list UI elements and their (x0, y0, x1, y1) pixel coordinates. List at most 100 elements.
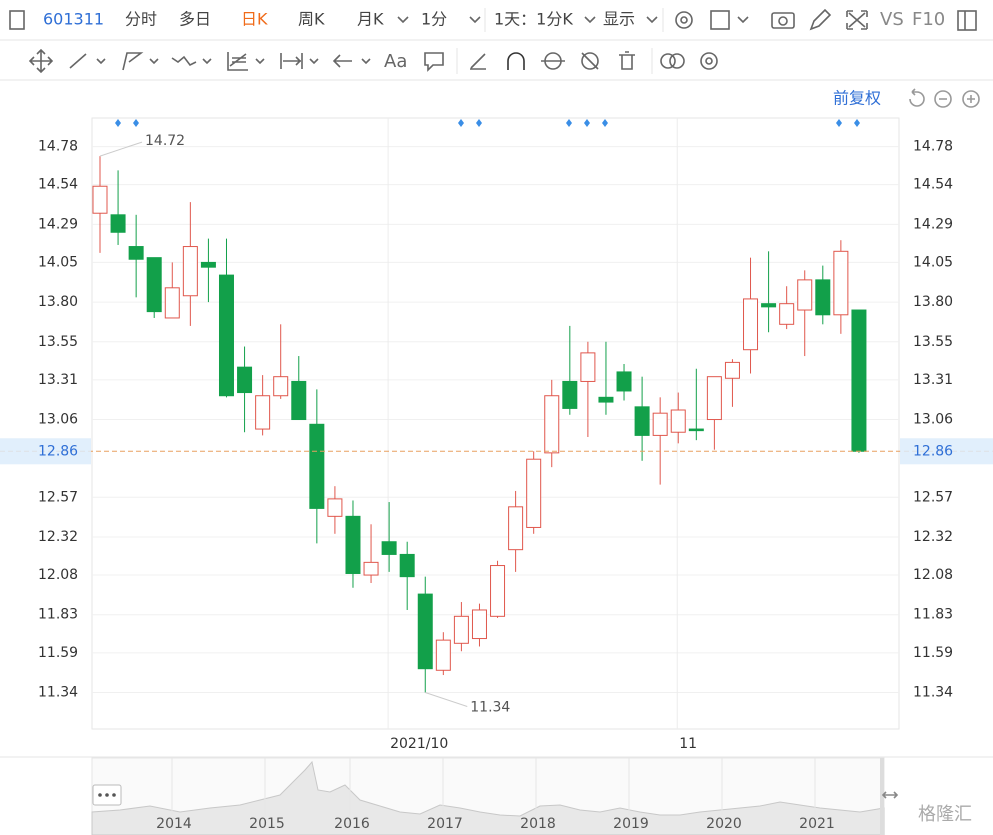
move-tool[interactable] (28, 48, 54, 74)
tab[interactable]: 多日 (179, 10, 211, 29)
candle-body (706, 376, 722, 421)
candle (544, 379, 560, 468)
candle-body (471, 609, 487, 640)
stock-code[interactable]: 601311 (43, 10, 104, 29)
candle (706, 376, 722, 450)
display-select[interactable]: 显示 (603, 10, 635, 29)
dropdown-caret[interactable] (149, 58, 159, 65)
panel-icon[interactable] (957, 10, 977, 31)
candle (164, 262, 180, 319)
candle-body (399, 553, 415, 578)
settings-icon[interactable] (700, 52, 718, 70)
delete-tool[interactable] (619, 51, 635, 70)
low-pointer (425, 692, 468, 707)
navigator-handle[interactable] (880, 758, 884, 835)
candle-body (743, 298, 759, 351)
candle-body (218, 274, 234, 397)
magnet-tool[interactable] (507, 52, 525, 70)
dropdown-caret[interactable] (202, 58, 212, 65)
zoom-out[interactable] (934, 90, 952, 108)
zoom-in-plus (967, 95, 975, 103)
overlay-icon-2 (669, 53, 685, 69)
candle (598, 341, 614, 415)
candle (110, 170, 126, 245)
candle-body (490, 565, 506, 617)
candle-body (526, 458, 542, 528)
dropdown-caret[interactable] (361, 58, 371, 65)
navigator-year: 2021 (799, 816, 835, 832)
candle-body (453, 615, 469, 644)
candle-body (237, 366, 253, 394)
tab[interactable]: 分时 (125, 10, 157, 29)
dropdown-caret[interactable] (469, 16, 481, 24)
candle-body (381, 541, 397, 555)
tab[interactable]: 周K (298, 10, 325, 29)
candle-body (92, 185, 108, 214)
candle-body (616, 371, 632, 392)
y-tick-label-right: 14.54 (913, 177, 953, 193)
settings-icon[interactable] (675, 11, 693, 29)
candle (670, 392, 686, 444)
text-tool[interactable]: Aa (384, 51, 407, 72)
y-tick-label: 13.31 (38, 372, 78, 388)
last-price-bg (0, 438, 91, 465)
f10-button[interactable]: F10 (912, 9, 945, 30)
pen-icon[interactable] (809, 8, 832, 31)
candle (255, 375, 271, 436)
navigator-year: 2016 (334, 816, 370, 832)
candle (363, 524, 379, 583)
camera-icon[interactable] (771, 12, 795, 29)
dropdown-caret[interactable] (96, 58, 106, 65)
navigator-year: 2018 (520, 816, 556, 832)
checkbox-icon[interactable] (710, 10, 730, 30)
dropdown-caret[interactable] (255, 58, 265, 65)
hide-tool-slash (581, 52, 599, 70)
candle-body (146, 257, 162, 313)
candle (851, 309, 867, 453)
dropdown-caret[interactable] (309, 58, 319, 65)
dropdown-caret[interactable] (737, 16, 749, 24)
overlay-icon[interactable] (660, 53, 676, 69)
line-tool[interactable] (69, 53, 87, 69)
navigator-area (91, 760, 885, 835)
adjust-select[interactable]: 前复权 (833, 89, 881, 108)
polyline-tool[interactable] (122, 52, 144, 71)
dropdown-caret[interactable] (397, 16, 409, 24)
y-tick-label-right: 11.59 (913, 645, 953, 661)
comment-tool[interactable] (424, 52, 444, 72)
y-tick-label-right: 13.55 (913, 334, 953, 350)
arrow-tool[interactable] (332, 54, 352, 68)
y-tick-label: 11.34 (38, 684, 78, 700)
fib-tool[interactable] (227, 52, 248, 71)
hide-tool[interactable] (581, 52, 599, 70)
y-tick-label: 11.83 (38, 607, 78, 623)
measure-tool[interactable] (280, 53, 303, 69)
candle-body (508, 506, 524, 551)
candle (435, 632, 451, 676)
settings-icon-core (705, 57, 713, 65)
zoom-in[interactable] (962, 90, 980, 108)
candle (634, 376, 650, 461)
navigator-year: 2019 (613, 816, 649, 832)
sidebar-toggle[interactable] (9, 10, 25, 30)
candle (562, 325, 578, 415)
tab[interactable]: 1分 (421, 10, 447, 29)
y-tick-label: 13.06 (38, 412, 78, 428)
y-tick-label-right: 12.08 (913, 567, 953, 583)
erase-line-tool[interactable] (470, 53, 486, 70)
candle-body (182, 246, 198, 297)
fullscreen-icon[interactable] (846, 10, 868, 30)
dropdown-caret[interactable] (646, 16, 658, 24)
tab-active[interactable]: 日K (241, 10, 268, 29)
candle-body (363, 561, 379, 576)
undo-icon[interactable] (909, 88, 925, 107)
candle-body (327, 498, 343, 517)
period-select[interactable]: 1天：1分K (494, 10, 573, 29)
vs-button[interactable]: VS (880, 9, 904, 30)
wave-tool[interactable] (171, 55, 197, 67)
navigator-resize[interactable] (881, 791, 899, 799)
tab[interactable]: 月K (357, 10, 384, 29)
y-tick-label-right: 14.78 (913, 139, 953, 155)
x-tick-label: 2021/10 (390, 736, 448, 752)
dropdown-caret[interactable] (584, 16, 596, 24)
